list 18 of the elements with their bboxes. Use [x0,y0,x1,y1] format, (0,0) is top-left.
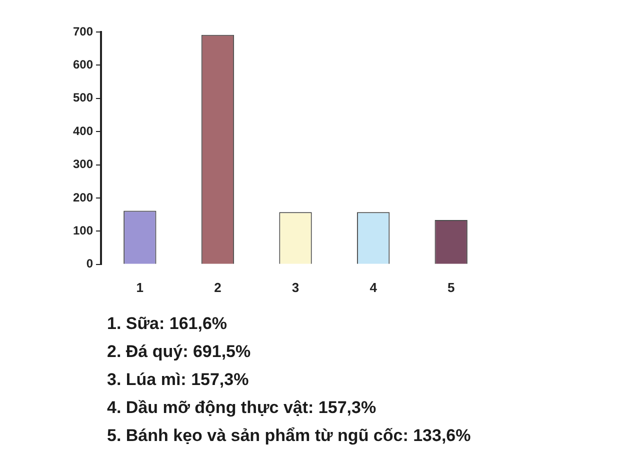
x-tick-label: 1 [136,280,144,295]
x-tick-label: 2 [214,280,222,295]
y-tick-label: 700 [72,24,94,38]
y-tick-label: 600 [72,58,94,72]
y-tick-label: 100 [72,224,94,238]
x-tick-label: 5 [447,280,455,295]
text: 4. Dầu mỡ động thực vật: 157,3% [107,397,378,419]
text: 5. Bánh kẹo và sản phẩm từ ngũ cốc: 133,6% [107,425,472,447]
y-tick-label: 400 [72,124,94,138]
y-tick-label: 0 [86,256,94,271]
text: 1. Sữa: 161,6% [107,313,228,335]
text: 2. Đá quý: 691,5% [107,341,252,363]
y-tick-label: 500 [72,90,94,105]
x-tick-label: 4 [370,280,378,295]
text: 3. Lúa mì: 157,3% [107,369,250,391]
y-tick-label: 200 [72,190,94,204]
y-tick-label: 300 [72,157,94,172]
x-tick-label: 3 [292,280,300,295]
